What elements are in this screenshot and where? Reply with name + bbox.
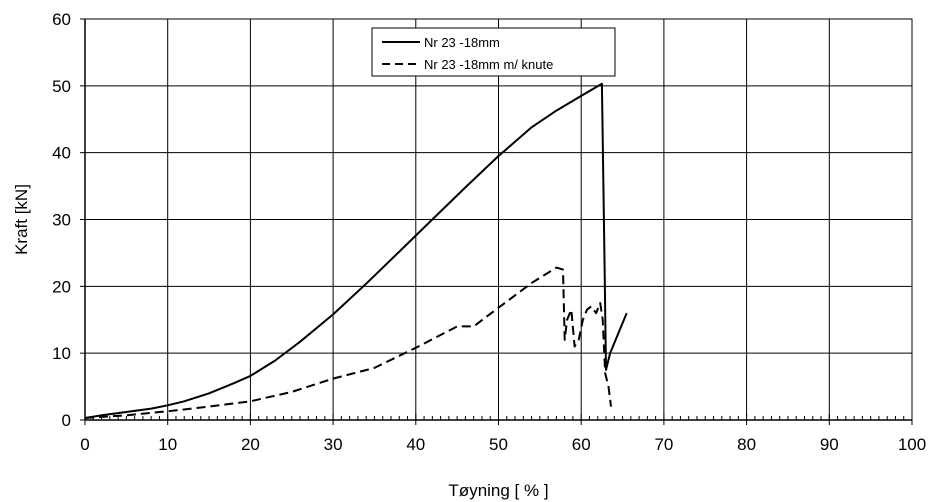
series-line-solid <box>84 82 628 419</box>
x-tick-label: 100 <box>898 435 926 454</box>
y-tick-label: 50 <box>52 77 71 96</box>
legend: Nr 23 -18mm Nr 23 -18mm m/ knute <box>371 27 616 77</box>
y-axis-title: Kraft [kN] <box>12 184 31 255</box>
series-layer <box>84 82 628 419</box>
legend-label-solid: Nr 23 -18mm <box>424 35 500 50</box>
y-tick-label: 10 <box>52 344 71 363</box>
axes <box>80 18 913 425</box>
y-tick-label: 40 <box>52 144 71 163</box>
legend-label-dashed: Nr 23 -18mm m/ knute <box>424 57 553 72</box>
x-tick-label: 10 <box>158 435 177 454</box>
x-tick-label: 60 <box>572 435 591 454</box>
x-tick-labels: 0 10 20 30 40 50 60 70 80 90 100 <box>80 435 926 454</box>
x-axis-title: Tøyning [ % ] <box>448 481 548 500</box>
y-tick-label: 30 <box>52 211 71 230</box>
x-tick-label: 20 <box>241 435 260 454</box>
x-tick-label: 50 <box>489 435 508 454</box>
y-tick-label: 60 <box>52 10 71 29</box>
x-tick-label: 90 <box>820 435 839 454</box>
x-tick-label: 30 <box>324 435 343 454</box>
y-tick-label: 0 <box>62 411 71 430</box>
y-tick-label: 20 <box>52 277 71 296</box>
y-tick-labels: 0 10 20 30 40 50 60 <box>52 10 71 430</box>
x-tick-label: 80 <box>737 435 756 454</box>
legend-box <box>371 27 616 77</box>
x-tick-label: 0 <box>80 435 89 454</box>
x-tick-label: 70 <box>654 435 673 454</box>
series-line-dashed <box>84 266 612 419</box>
x-tick-label: 40 <box>406 435 425 454</box>
